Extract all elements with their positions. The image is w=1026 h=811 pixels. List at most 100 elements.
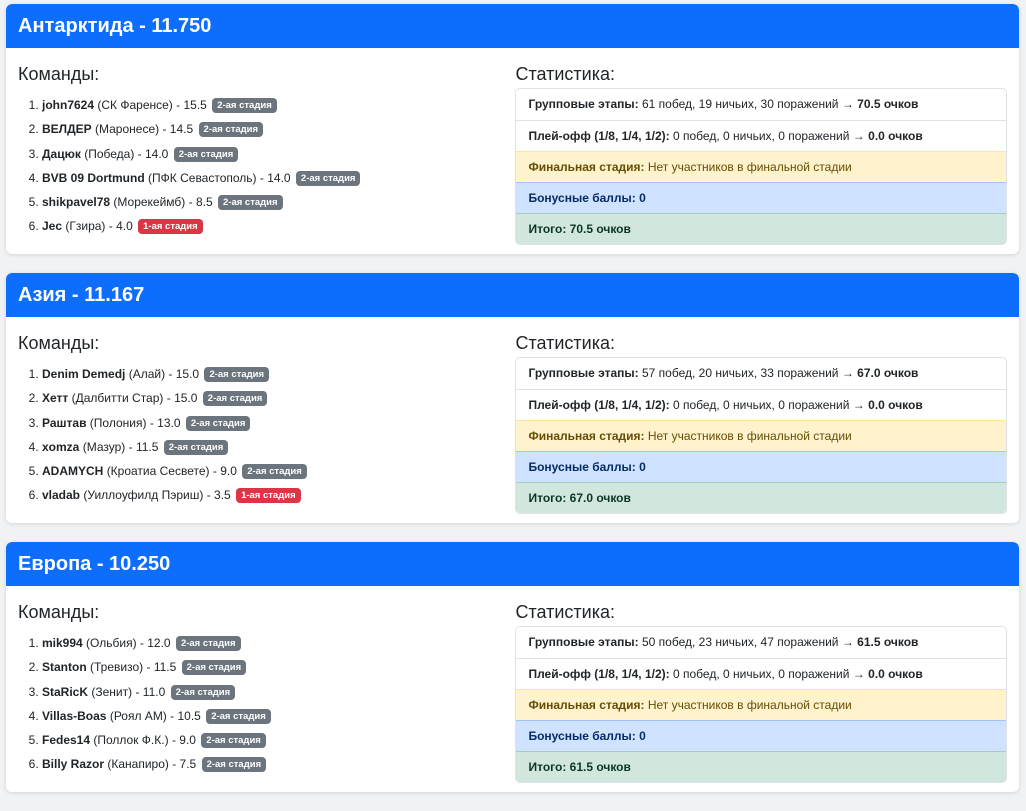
stat-total-text: Итого: 61.5 очков: [528, 760, 631, 774]
team-club: (Ольбия): [86, 636, 137, 650]
stage-badge: 2-ая стадия: [212, 98, 277, 113]
teams-heading: Команды:: [18, 333, 100, 353]
stage-badge: 2-ая стадия: [206, 708, 271, 724]
stat-points: 0.0 очков: [868, 667, 923, 681]
team-score: - 4.0: [108, 219, 133, 234]
stat-total-text: Итого: 67.0 очков: [528, 491, 631, 505]
stats-column: Статистика: Групповые этапы: 57 побед, 20…: [515, 331, 1007, 514]
stat-playoff: Плей-офф (1/8, 1/4, 1/2): 0 побед, 0 нич…: [516, 389, 1006, 420]
stat-playoff: Плей-офф (1/8, 1/4, 1/2): 0 побед, 0 нич…: [516, 120, 1006, 151]
stage-badge: 1-ая стадия: [236, 488, 301, 504]
team-item: xomza (Мазур) - 11.5 2-ая стадия: [42, 435, 515, 459]
team-score: - 7.5: [172, 757, 197, 772]
team-score: - 9.0: [171, 733, 196, 748]
stat-total: Итого: 67.0 очков: [516, 482, 1006, 513]
team-name: StaRicK: [42, 684, 89, 699]
stat-text: Нет участников в финальной стадии: [647, 160, 852, 174]
region-body: Команды: Denim Demedj (Алай) - 15.0 2-ая …: [6, 317, 1019, 514]
team-score: - 11.5: [128, 439, 159, 454]
team-name: Villas-Boas: [42, 708, 107, 723]
stage-badge: 2-ая стадия: [204, 367, 269, 382]
team-club: (Тревизо): [90, 660, 144, 675]
stat-label: Групповые этапы:: [528, 366, 639, 380]
stat-bonus-text: Бонусные баллы: 0: [528, 460, 646, 474]
stage-badge: 2-ая стадия: [242, 464, 307, 480]
stat-label: Плей-офф (1/8, 1/4, 1/2):: [528, 129, 670, 143]
teams-heading: Команды:: [18, 602, 100, 622]
team-name: vladab: [42, 488, 81, 503]
teams-list: Denim Demedj (Алай) - 15.0 2-ая стадияХе…: [18, 362, 515, 508]
region-card: Азия - 11.167 Команды: Denim Demedj (Алай)…: [6, 273, 1019, 523]
team-name: Хетт: [42, 391, 69, 406]
team-club: (Уиллоуфилд Пэриш): [83, 488, 204, 503]
team-club: (Кроатиа Сесвете): [106, 464, 210, 479]
stage-badge: 1-ая стадия: [138, 219, 203, 235]
stage-badge: 2-ая стадия: [201, 757, 267, 773]
stats-heading: Статистика:: [515, 333, 616, 353]
stat-bonus: Бонусные баллы: 0: [516, 720, 1006, 751]
team-score: - 9.0: [212, 464, 237, 479]
team-club: (ПФК Севастополь): [148, 170, 257, 185]
stat-label: Плей-офф (1/8, 1/4, 1/2):: [528, 667, 670, 681]
stage-badge: 2-ая стадия: [163, 439, 229, 455]
region-body: Команды: mik994 (Ольбия) - 12.0 2-ая стад…: [6, 586, 1019, 783]
stage-badge: 2-ая стадия: [170, 684, 236, 700]
team-score: - 14.0: [137, 146, 169, 161]
team-item: ВЕЛДЕР (Маронесе) - 14.5 2-ая стадия: [42, 117, 515, 141]
team-club: (Зенит): [91, 684, 133, 699]
stat-group-stage: Групповые этапы: 50 побед, 23 ничьих, 47…: [516, 627, 1006, 658]
stage-badge: 2-ая стадия: [198, 122, 264, 138]
team-item: Хетт (Далбитти Стар) - 15.0 2-ая стадия: [42, 386, 515, 410]
stat-label: Финальная стадия:: [528, 429, 645, 443]
stat-bonus: Бонусные баллы: 0: [516, 451, 1006, 482]
stat-group-stage: Групповые этапы: 61 побед, 19 ничьих, 30…: [516, 89, 1006, 120]
stat-label: Групповые этапы:: [528, 97, 639, 111]
team-score: - 14.0: [259, 170, 291, 185]
stats-heading: Статистика:: [515, 64, 616, 84]
team-club: (Алай): [128, 367, 166, 381]
stat-label: Финальная стадия:: [528, 160, 645, 174]
team-club: (Маронесе): [95, 122, 160, 137]
team-item: Denim Demedj (Алай) - 15.0 2-ая стадия: [42, 362, 515, 386]
team-score: - 11.5: [146, 660, 177, 675]
stage-badge: 2-ая стадия: [175, 636, 241, 651]
team-name: BVB 09 Dortmund: [42, 170, 145, 185]
team-name: ВЕЛДЕР: [42, 122, 92, 137]
stat-final: Финальная стадия: Нет участников в финал…: [516, 151, 1006, 182]
team-score: - 3.5: [206, 488, 231, 503]
stage-badge: 2-ая стадия: [173, 146, 239, 162]
team-score: - 14.5: [162, 122, 194, 137]
stat-text: Нет участников в финальной стадии: [647, 429, 852, 443]
region-title: Азия - 11.167: [6, 273, 1019, 317]
region-card: Антарктида - 11.750 Команды: john7624 (СК …: [6, 4, 1019, 254]
team-club: (Роял АМ): [109, 708, 167, 723]
stat-text: 0 побед, 0 ничьих, 0 поражений →: [672, 398, 865, 412]
stat-text: 61 побед, 19 ничьих, 30 поражений →: [641, 97, 854, 111]
stats-list: Групповые этапы: 61 побед, 19 ничьих, 30…: [515, 88, 1007, 245]
team-name: Stanton: [42, 660, 87, 675]
team-club: (Далбитти Стар): [71, 391, 164, 406]
stat-label: Групповые этапы:: [528, 635, 639, 649]
stats-column: Статистика: Групповые этапы: 50 побед, 23…: [515, 600, 1007, 783]
team-name: Fedes14: [42, 733, 91, 748]
team-name: mik994: [42, 636, 83, 650]
stats-heading: Статистика:: [515, 602, 616, 622]
team-item: Jec (Гзира) - 4.0 1-ая стадия: [42, 214, 515, 238]
teams-column: Команды: Denim Demedj (Алай) - 15.0 2-ая …: [18, 331, 515, 514]
team-score: - 8.5: [188, 195, 213, 210]
stat-final: Финальная стадия: Нет участников в финал…: [516, 420, 1006, 451]
team-score: - 12.0: [139, 636, 171, 650]
team-score: - 15.0: [166, 391, 198, 406]
team-name: Раштав: [42, 415, 87, 430]
team-item: ADAMYCH (Кроатиа Сесвете) - 9.0 2-ая ста…: [42, 459, 515, 483]
stat-points: 70.5 очков: [857, 97, 919, 111]
team-item: shikpavel78 (Морекеймб) - 8.5 2-ая стади…: [42, 190, 515, 214]
team-club: (Морекеймб): [113, 195, 186, 210]
team-item: BVB 09 Dortmund (ПФК Севастополь) - 14.0…: [42, 166, 515, 190]
team-club: (СК Фаренсе): [97, 98, 173, 112]
stage-badge: 2-ая стадия: [181, 660, 247, 676]
team-score: - 11.0: [135, 684, 166, 699]
region-title: Антарктида - 11.750: [6, 4, 1019, 48]
stat-group-stage: Групповые этапы: 57 побед, 20 ничьих, 33…: [516, 358, 1006, 389]
stats-column: Статистика: Групповые этапы: 61 побед, 19…: [515, 62, 1007, 245]
